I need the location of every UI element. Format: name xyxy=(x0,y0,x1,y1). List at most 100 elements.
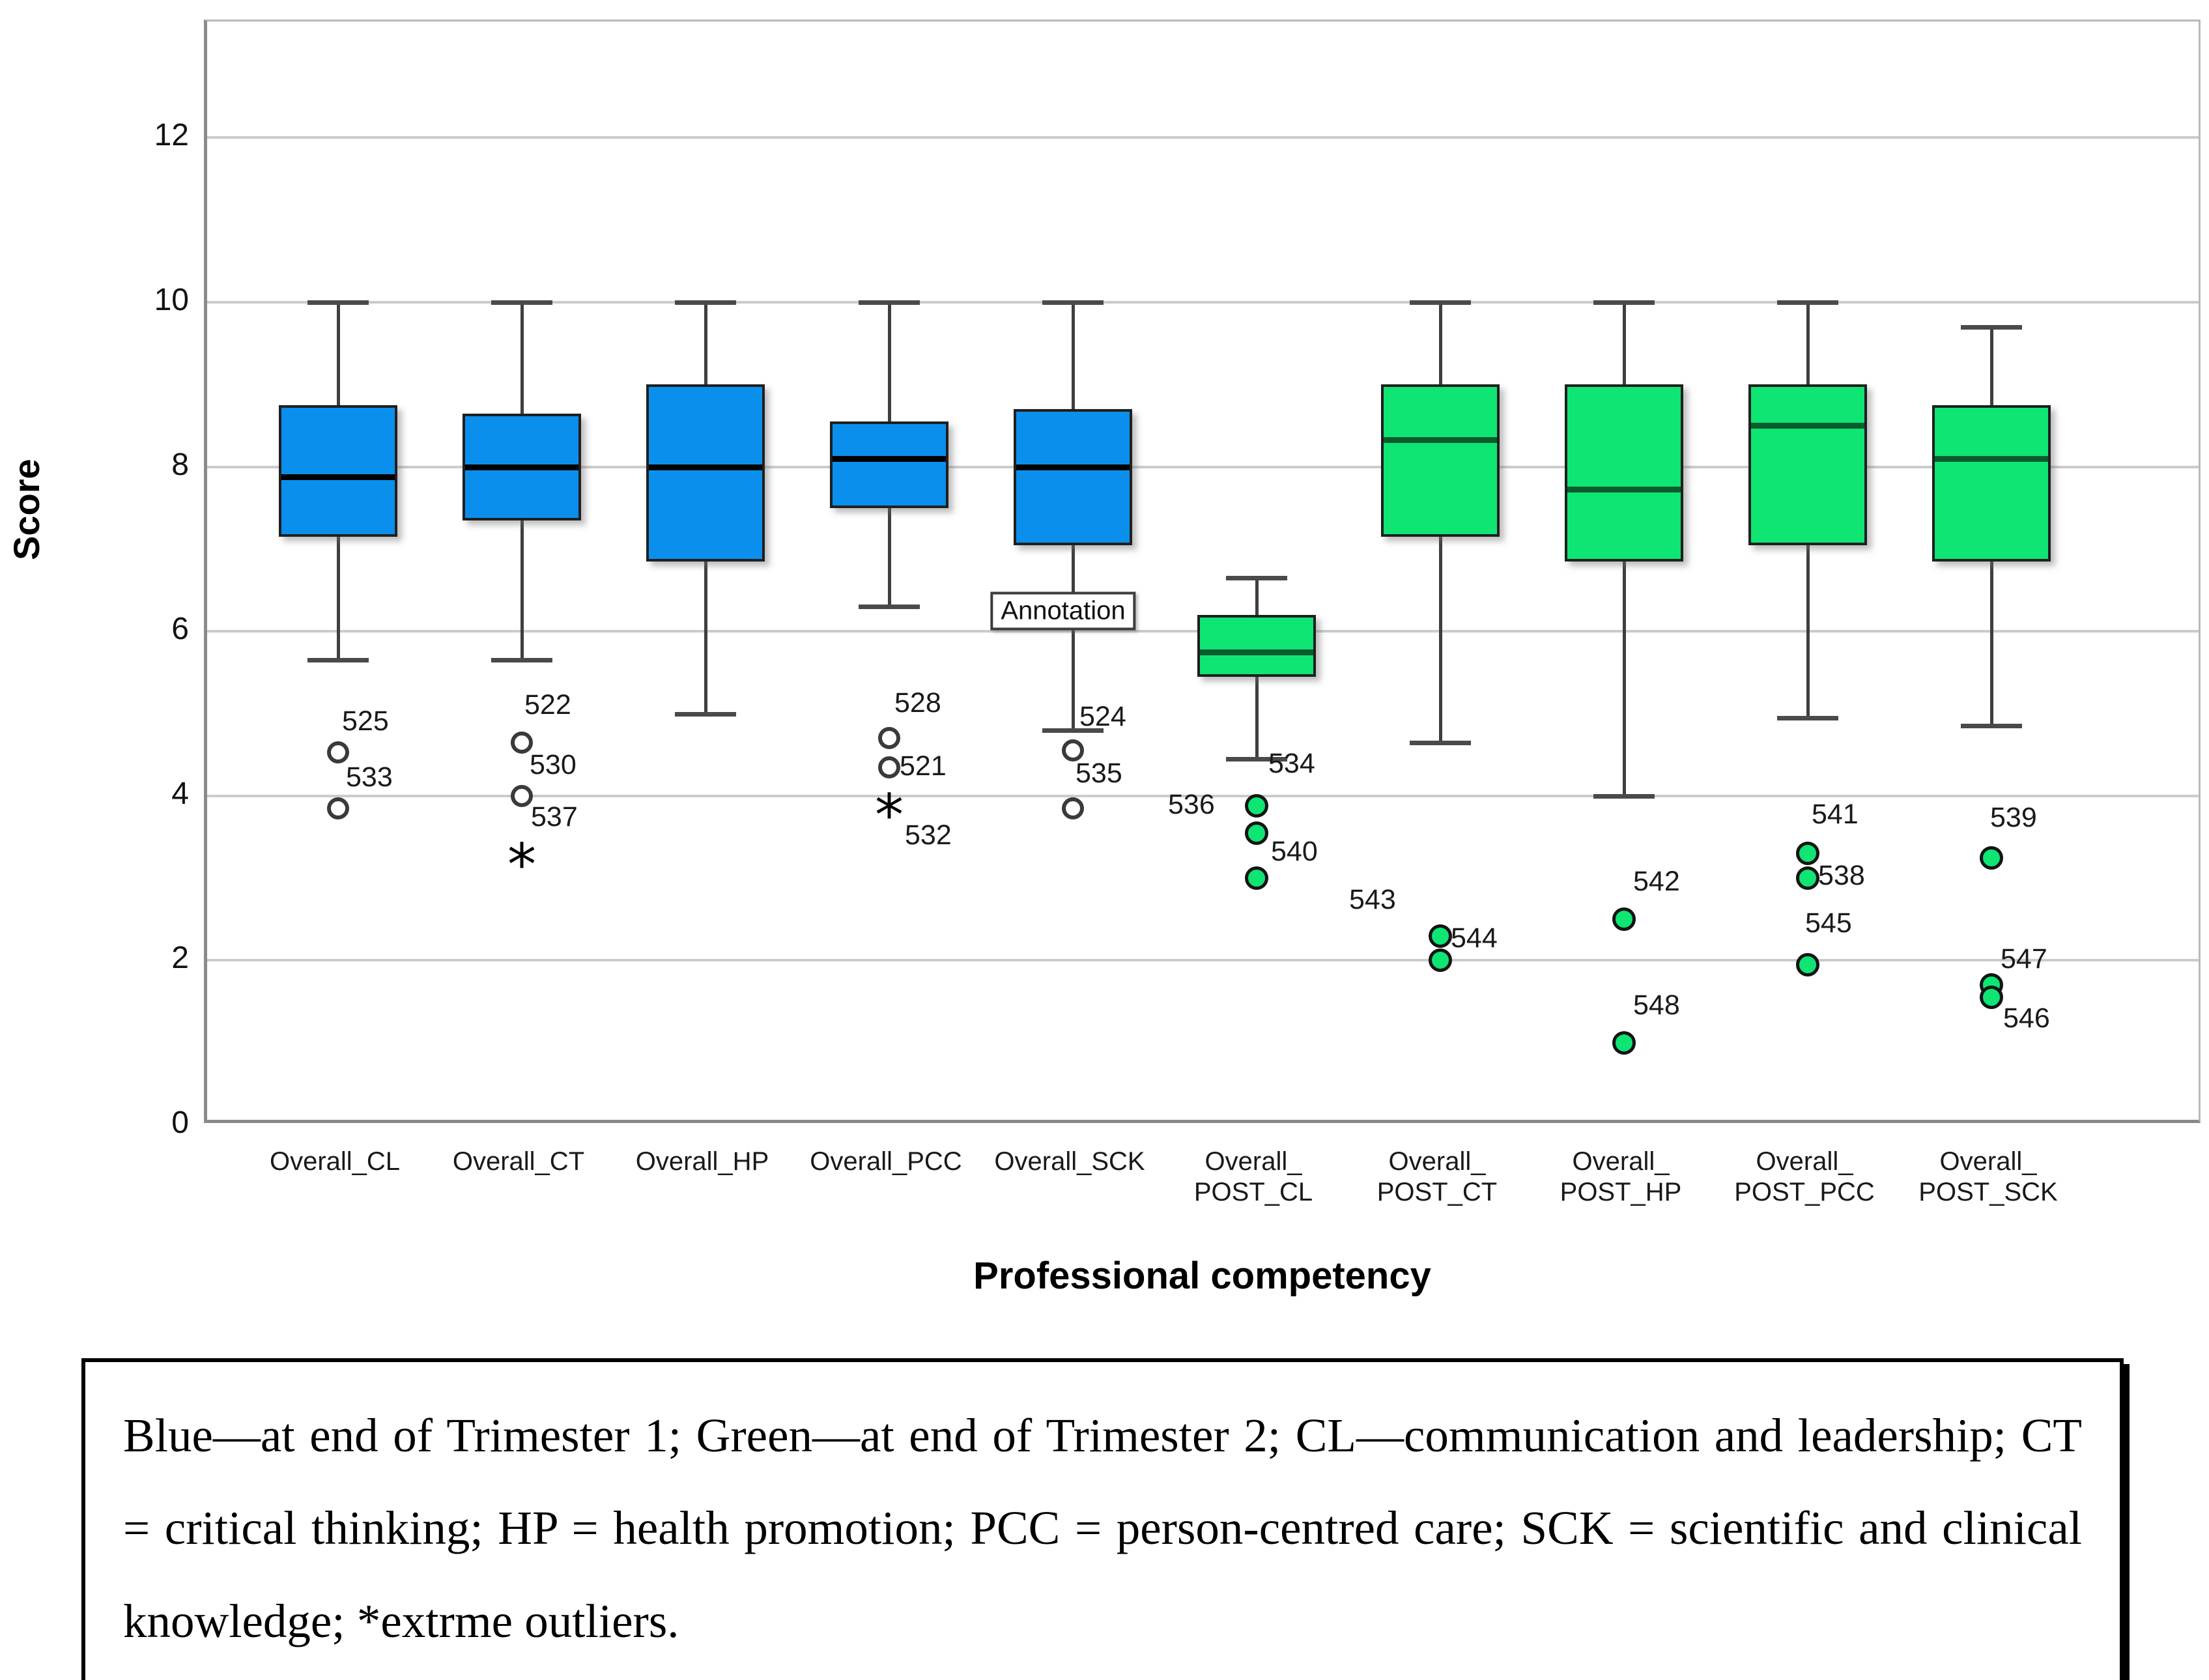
outlier-label-534: 534 xyxy=(1268,748,1315,780)
y-tick-label: 6 xyxy=(171,612,189,647)
outlier-marker-circle xyxy=(1245,866,1268,890)
outlier-label-539: 539 xyxy=(1990,801,2037,833)
x-tick-label-Overall_POST_SCK: Overall_ POST_SCK xyxy=(1890,1146,2086,1208)
x-tick-label-line: POST_PCC xyxy=(1734,1178,1875,1206)
caption-text: Blue—at end of Trimester 1; Green—at end… xyxy=(123,1409,2082,1647)
annotation-box: Annotation xyxy=(990,591,1136,631)
gridline-y4 xyxy=(207,794,2199,797)
whisker-cap-top xyxy=(491,300,552,305)
outlier-marker-circle xyxy=(1796,952,1819,976)
outlier-marker-circle xyxy=(1980,986,2003,1010)
outlier-label-537: 537 xyxy=(531,801,578,833)
boxplot-box-Overall_SCK xyxy=(1014,409,1132,545)
y-tick-label: 12 xyxy=(154,118,189,153)
x-tick-label-line: Overall_PCC xyxy=(810,1147,962,1176)
median-line xyxy=(833,455,946,462)
whisker-cap-top xyxy=(859,300,920,305)
x-tick-label-line: Overall_ xyxy=(1939,1147,2037,1176)
whisker-cap-bottom xyxy=(1961,724,2022,729)
x-tick-label-Overall_POST_CL: Overall_ POST_CL xyxy=(1156,1146,1351,1208)
boxplot-box-Overall_CL xyxy=(279,405,397,537)
gridline-y2 xyxy=(207,959,2199,962)
x-tick-label-line: Overall_SCK xyxy=(994,1147,1145,1176)
outlier-label-548: 548 xyxy=(1633,989,1680,1021)
boxplot-box-Overall_POST_PCC xyxy=(1748,384,1867,545)
x-tick-label-line: Overall_ xyxy=(1756,1147,1853,1176)
outlier-marker-circle xyxy=(1062,797,1084,819)
outlier-label-533: 533 xyxy=(346,761,393,793)
y-axis-title: Score xyxy=(6,459,47,560)
outlier-marker-star: * xyxy=(507,831,536,899)
outlier-label-540: 540 xyxy=(1271,835,1318,867)
whisker-cap-top xyxy=(307,300,369,305)
outlier-label-530: 530 xyxy=(530,748,577,780)
whisker-cap-top xyxy=(1961,324,2022,330)
outlier-label-532: 532 xyxy=(905,819,952,851)
x-tick-label-Overall_POST_PCC: Overall_ POST_PCC xyxy=(1707,1146,1902,1208)
x-tick-label-line: Overall_CT xyxy=(452,1147,585,1176)
x-tick-label-Overall_CL: Overall_CL xyxy=(237,1146,433,1177)
median-line xyxy=(1567,486,1681,492)
x-tick-label-Overall_PCC: Overall_PCC xyxy=(788,1146,984,1177)
outlier-marker-circle xyxy=(878,727,900,750)
gridline-y12 xyxy=(207,136,2199,139)
outlier-marker-circle xyxy=(1429,948,1452,973)
outlier-label-542: 542 xyxy=(1633,866,1680,898)
x-tick-label-Overall_HP: Overall_HP xyxy=(605,1146,800,1177)
outlier-marker-circle xyxy=(878,756,900,778)
x-tick-label-line: Overall_CL xyxy=(269,1147,401,1176)
median-line xyxy=(1935,455,2048,462)
y-tick-label: 4 xyxy=(171,776,189,811)
x-tick-label-line: POST_SCK xyxy=(1918,1178,2058,1206)
outlier-label-543: 543 xyxy=(1349,883,1396,915)
x-tick-label-Overall_POST_HP: Overall_ POST_HP xyxy=(1523,1146,1718,1208)
outlier-marker-circle xyxy=(327,797,349,819)
y-tick-label: 2 xyxy=(171,941,189,976)
whisker-cap-bottom xyxy=(1226,756,1287,762)
outlier-marker-circle xyxy=(1429,924,1452,948)
gridline-y8 xyxy=(207,465,2199,468)
caption-box: Blue—at end of Trimester 1; Green—at end… xyxy=(81,1358,2124,1680)
whisker-cap-bottom xyxy=(675,711,736,717)
y-tick-label: 10 xyxy=(154,283,189,317)
whisker-cap-top xyxy=(1593,300,1655,305)
outlier-marker-circle xyxy=(1980,846,2003,870)
whisker-cap-top xyxy=(675,300,736,305)
outlier-label-522: 522 xyxy=(524,689,571,720)
outlier-label-547: 547 xyxy=(2001,943,2047,975)
outlier-marker-circle xyxy=(511,731,533,754)
x-tick-label-Overall_POST_CT: Overall_ POST_CT xyxy=(1339,1146,1535,1208)
whisker-cap-bottom xyxy=(859,605,920,610)
x-tick-label-line: Overall_ xyxy=(1572,1147,1670,1176)
whisker-cap-top xyxy=(1226,576,1287,581)
x-tick-label-Overall_CT: Overall_CT xyxy=(421,1146,616,1177)
outlier-marker-circle xyxy=(1796,842,1819,866)
whisker-cap-bottom xyxy=(491,658,552,663)
median-line xyxy=(281,474,395,480)
outlier-marker-circle xyxy=(511,784,533,807)
outlier-marker-circle xyxy=(1245,821,1268,845)
outlier-marker-circle xyxy=(327,741,349,763)
boxplot-box-Overall_POST_HP xyxy=(1565,384,1683,562)
whisker-cap-top xyxy=(1410,300,1471,305)
x-tick-label-line: POST_CL xyxy=(1193,1178,1313,1206)
x-tick-label-Overall_SCK: Overall_SCK xyxy=(972,1146,1167,1177)
median-line xyxy=(1384,436,1497,443)
outlier-label-528: 528 xyxy=(894,687,941,719)
gridline-y10 xyxy=(207,301,2199,304)
outlier-marker-circle xyxy=(1796,866,1819,890)
whisker-cap-bottom xyxy=(1777,715,1838,720)
whisker-cap-bottom xyxy=(307,658,369,663)
x-axis-title: Professional competency xyxy=(973,1255,1431,1297)
outlier-label-525: 525 xyxy=(342,705,389,737)
median-line xyxy=(1016,464,1130,470)
outlier-label-524: 524 xyxy=(1079,701,1126,733)
x-tick-label-line: Overall_HP xyxy=(635,1147,769,1176)
median-line xyxy=(649,464,762,470)
x-tick-label-line: Overall_ xyxy=(1204,1147,1302,1176)
y-tick-label: 8 xyxy=(171,447,189,482)
median-line xyxy=(465,464,578,470)
outlier-label-535: 535 xyxy=(1076,757,1122,789)
plot-area: 525 533 522 530 * 537 528 521 * 532 524 535 534 536 54… xyxy=(204,20,2201,1123)
